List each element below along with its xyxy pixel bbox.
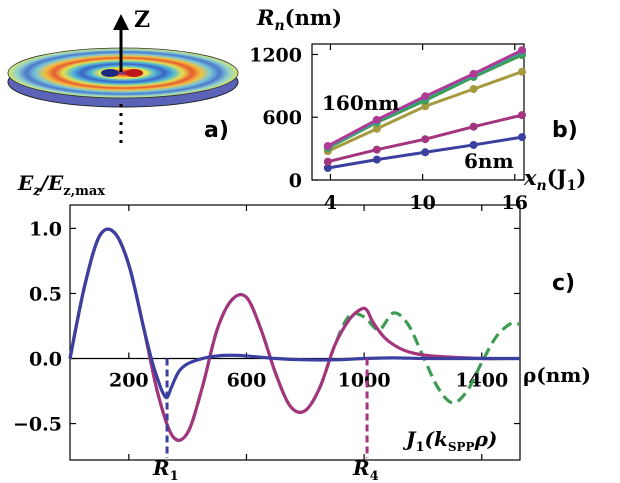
z-axis-label: Z (134, 7, 150, 33)
panel-b-point (469, 69, 478, 78)
disk-center-right-lobe (125, 69, 143, 77)
panel-c-xtick-label: 1000 (338, 370, 391, 392)
panel-b-point (323, 163, 332, 172)
panel-c-markers: R1 R4 (152, 358, 379, 483)
panel-c-xtick-label: 600 (227, 370, 267, 392)
panel-c-legend-main: J (402, 427, 417, 451)
panel-b-point (372, 124, 381, 133)
panel-c-legend-sub: 1 (415, 440, 424, 455)
panel-label-a: a) (204, 118, 229, 143)
panel-c-legend-sub2: SPP (448, 440, 475, 454)
panel-c-frame (69, 204, 521, 461)
panel-c-ylabel-main: E (17, 171, 34, 195)
disk-top (7, 47, 239, 99)
panel-c-legend-label: J1(kSPPρ) (402, 427, 497, 455)
panel-label-b: b) (552, 118, 578, 143)
panel-b-ytick-label: 0 (289, 170, 302, 192)
panel-b-point (372, 115, 381, 124)
panel-b-point (421, 102, 430, 111)
panel-b-xlabel-close: ) (576, 165, 586, 190)
panel-c-ylabel-sub2: z,max (63, 184, 105, 199)
panel-b-point (469, 84, 478, 93)
panel-b-point (518, 46, 527, 55)
panel-b-series (323, 46, 527, 172)
panel-b-ylabel: Rn(nm) (256, 5, 342, 34)
disk-illustration: Z a) (7, 7, 239, 144)
panel-c-ytick-label: 1.0 (29, 218, 62, 240)
panel-b-xlabel-arg: (J (547, 165, 567, 190)
panel-b-point (323, 142, 332, 150)
panel-b-point (323, 157, 332, 166)
panel-b-point (421, 148, 430, 157)
panel-b-ylabel-sub: n (274, 18, 284, 34)
panel-c-legend-arg: (k (425, 427, 448, 451)
panel-c-chart: 200 600 1000 1400 1.0 0.5 0.0 −0.5 R1 R4 Ez/Ez,m… (13, 171, 591, 483)
panel-c-xtick-label: 200 (109, 370, 149, 392)
panel-c-series-line-1 (68, 227, 521, 442)
panel-b-ytick-label: 600 (262, 107, 302, 129)
panel-b-point (518, 111, 527, 120)
panel-c-ytick-label: −0.5 (13, 414, 62, 436)
panel-b-xtick-label: 10 (409, 192, 435, 214)
panel-b-annotation-6nm: 6nm (464, 149, 514, 173)
panel-b-point (469, 122, 478, 131)
panel-b-point (421, 135, 430, 144)
panel-c-marker-label-0: R1 (152, 456, 179, 483)
panel-label-c: c) (552, 271, 575, 296)
panel-b-xlabel-sub: n (537, 178, 547, 194)
panel-b-xtick-label: 16 (502, 192, 528, 214)
panel-b-annotation-160nm: 160nm (322, 91, 399, 115)
panel-b-xlabel-main: x (523, 165, 537, 190)
panel-c-series-line-0 (68, 227, 521, 442)
panel-c-ylabel: Ez/Ez,max (17, 171, 105, 199)
panel-b-point (518, 67, 527, 76)
panel-b-point (518, 133, 527, 142)
panel-b-xlabel: xn(J1) (523, 165, 586, 194)
panel-c-ylabel-sub: z (32, 184, 41, 199)
panel-c-ytick-label: 0.0 (29, 349, 62, 371)
panel-b-point (469, 140, 478, 149)
panel-b-xtick-label: 4 (324, 192, 337, 214)
panel-c-xtick-label: 1400 (455, 370, 508, 392)
panel-c-series-line-2 (68, 227, 520, 400)
panel-c-marker-label-1: R4 (352, 456, 379, 483)
panel-b-point (372, 145, 381, 154)
panel-b-ylabel-unit: (nm) (285, 5, 342, 30)
panel-c-ticks: 200 600 1000 1400 1.0 0.5 0.0 −0.5 (13, 205, 520, 460)
panel-b-ticks: 4 10 16 0 600 1200 (249, 44, 528, 214)
panel-b-ylabel-main: R (256, 5, 274, 30)
panel-c-series (68, 227, 521, 442)
panel-b-point (372, 155, 381, 164)
panel-b-ytick-label: 1200 (249, 44, 302, 66)
panel-b-point (421, 92, 430, 101)
panel-c-ytick-label: 0.5 (29, 283, 62, 305)
panel-c-xlabel: ρ(nm) (523, 363, 591, 387)
panel-b-xlabel-arg-sub: 1 (567, 178, 577, 194)
panel-c-legend-tail: ρ) (474, 427, 498, 451)
panel-c-ylabel-div: /E (39, 171, 64, 195)
disk-center-left-lobe (101, 69, 119, 77)
z-axis-arrowhead (113, 14, 129, 30)
